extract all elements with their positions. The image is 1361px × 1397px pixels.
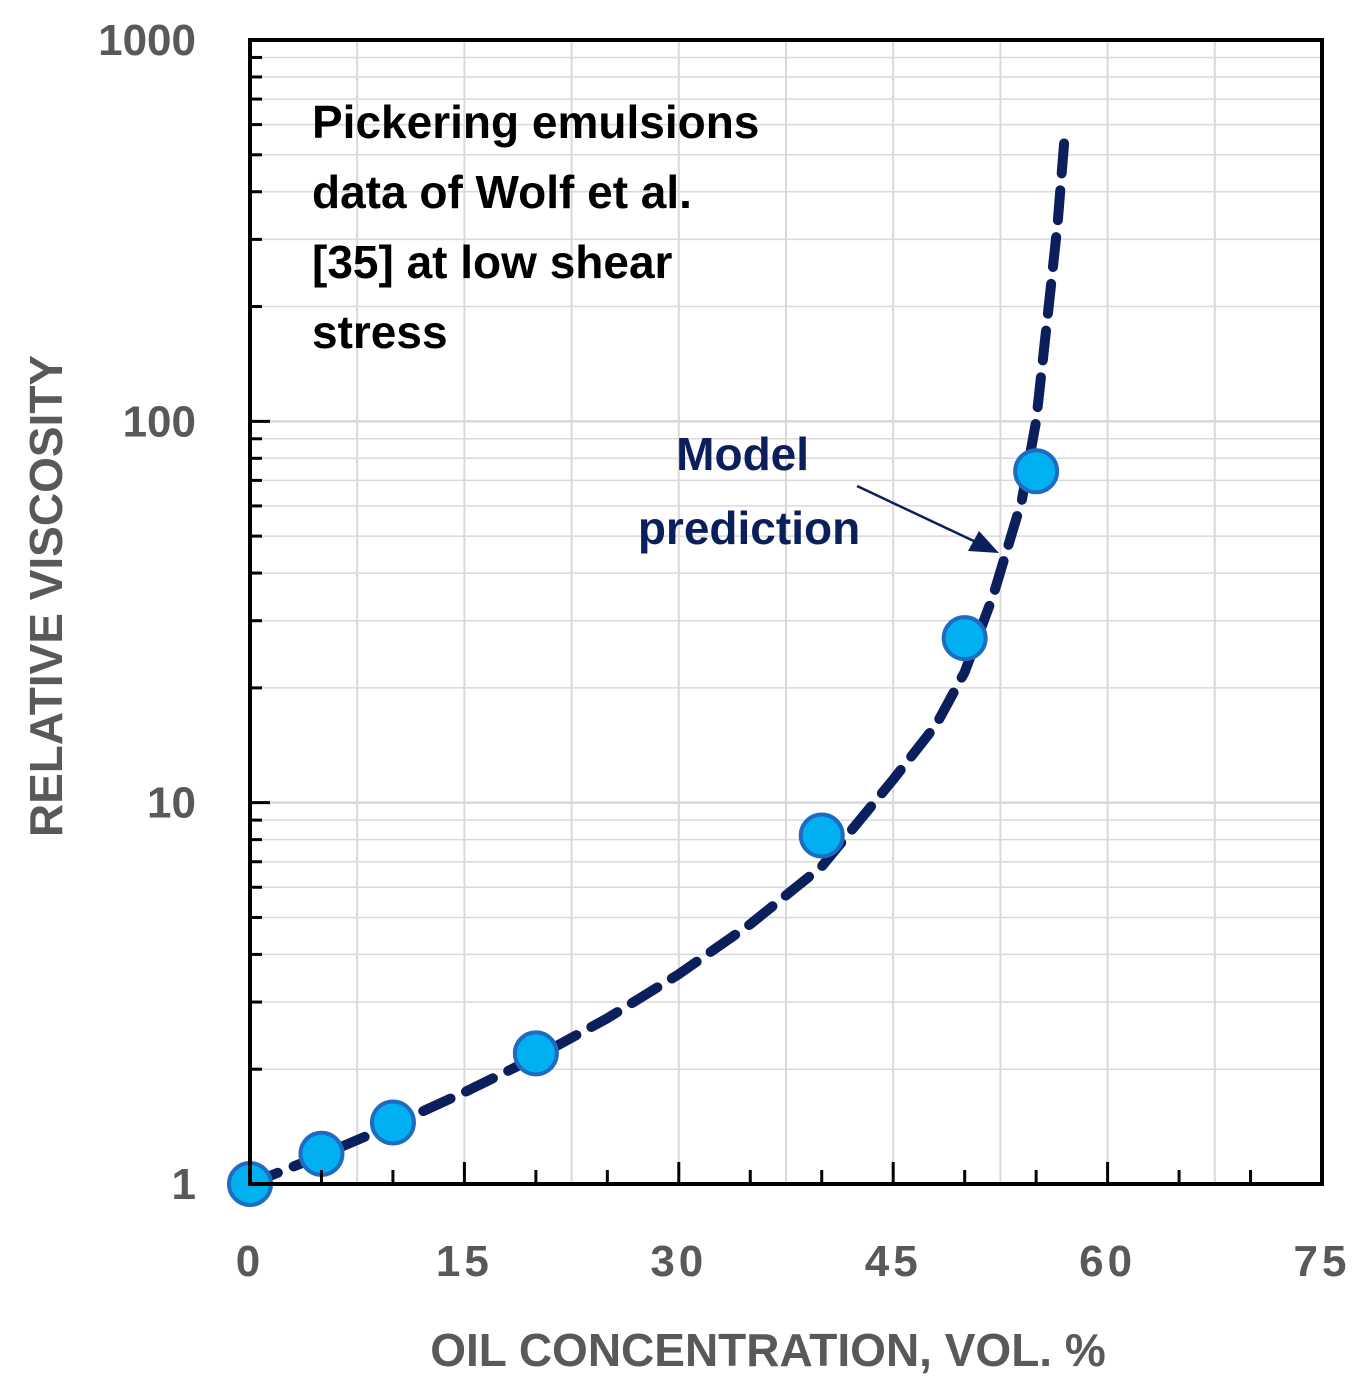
data-point	[941, 615, 988, 662]
x-tick-label: 0	[236, 1237, 264, 1286]
y-tick-label: 100	[123, 397, 196, 446]
x-tick-label: 15	[436, 1237, 493, 1286]
data-annotation-line-2: data of Wolf et al.	[312, 166, 692, 218]
tick-labels: 0 15 30 45 60 75 1 10 100 1000	[98, 16, 1351, 1286]
data-annotation-line-3: [35] at low shear	[312, 236, 673, 288]
x-tick-label: 30	[650, 1237, 707, 1286]
axes	[248, 38, 1324, 1186]
model-label: Model prediction	[638, 428, 860, 554]
data-annotation-line-1: Pickering emulsions	[312, 96, 759, 148]
data-annotation-line-4: stress	[312, 306, 448, 358]
y-tick-label: 1	[172, 1160, 196, 1209]
model-label-line-2: prediction	[638, 502, 860, 554]
x-axis-title: OIL CONCENTRATION, VOL. %	[430, 1324, 1106, 1376]
y-axis-title: RELATIVE VISCOSITY	[20, 355, 72, 837]
x-tick-label: 75	[1294, 1237, 1351, 1286]
x-tick-label: 60	[1079, 1237, 1136, 1286]
model-label-arrowhead	[968, 531, 999, 553]
data-point	[512, 1030, 559, 1077]
data-annotation: Pickering emulsions data of Wolf et al. …	[312, 96, 772, 358]
data-point	[298, 1130, 345, 1177]
grid	[250, 40, 1322, 1184]
plot-frame	[248, 38, 1324, 1186]
y-tick-label: 1000	[98, 16, 196, 65]
data-point	[1013, 448, 1060, 495]
model-label-arrow	[856, 484, 979, 545]
model-line-layer	[245, 131, 1070, 1189]
model-label-line-1: Model	[676, 428, 809, 480]
model-prediction-line	[245, 131, 1070, 1189]
data-point	[798, 812, 845, 859]
data-markers	[227, 448, 1060, 1207]
x-tick-label: 45	[865, 1237, 922, 1286]
data-point	[369, 1099, 416, 1146]
y-tick-label: 10	[147, 779, 196, 828]
